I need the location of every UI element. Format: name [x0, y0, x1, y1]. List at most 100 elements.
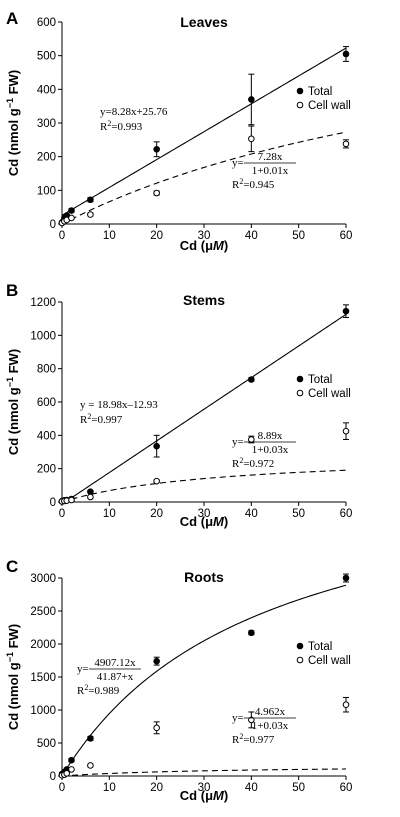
series-cell-wall [58, 422, 350, 505]
equation-total: y=8.28x+25.76 [100, 106, 168, 118]
data-point [342, 140, 350, 148]
y-tick-label: 400 [37, 430, 56, 442]
data-point [248, 96, 255, 103]
legend-marker [296, 87, 304, 95]
data-point [153, 724, 160, 732]
panel-letter: A [6, 9, 18, 28]
data-point [153, 477, 160, 485]
y-tick-label: 300 [37, 118, 56, 130]
r2-cell-wall: R2=0.977 [232, 732, 275, 746]
fit-line [61, 768, 347, 777]
data-point [153, 145, 160, 153]
chart-panel-A: A Leaves 0 100 200 300 400 500 600 0 10 20 30 40 50 60 C… [5, 9, 352, 253]
legend: Total Cell wall [296, 86, 351, 112]
x-tick-label: 50 [292, 230, 305, 242]
data-point [87, 735, 94, 742]
x-tick-label: 10 [103, 782, 116, 794]
r2-cell-wall: R2=0.945 [232, 177, 275, 191]
data-point [87, 196, 94, 204]
y-tick-label: 0 [50, 497, 56, 509]
chart-panel-B: B Stems 0 200 400 600 800 1000 1200 0 10 20 30 40 50 60… [5, 281, 352, 529]
panel-letter: B [6, 281, 18, 300]
fit-line [61, 47, 347, 216]
y-tick-label: 1500 [30, 672, 56, 684]
x-tick-label: 60 [340, 782, 353, 794]
data-point [342, 307, 350, 315]
x-tick-label: 10 [103, 230, 116, 242]
x-tick-label: 50 [292, 782, 305, 794]
equation-denominator: 1+0.03x [252, 444, 289, 456]
fit-line [61, 584, 347, 777]
y-tick-label: 1000 [30, 330, 56, 342]
x-tick-label: 20 [150, 230, 163, 242]
legend-entry: Cell wall [308, 655, 351, 667]
equation-denominator: 1+0.03x [252, 720, 289, 732]
y-tick-label: 0 [50, 771, 56, 783]
data-point [153, 442, 160, 450]
equation-numerator: 7.28x [258, 151, 283, 163]
y-tick-label: 100 [37, 185, 56, 197]
data-point [63, 770, 71, 777]
series-total [58, 46, 350, 226]
y-tick-label: 1000 [30, 705, 56, 717]
data-point [248, 436, 255, 443]
x-tick-label: 0 [59, 782, 65, 794]
legend: Total Cell wall [296, 374, 351, 400]
legend-marker [296, 389, 304, 397]
legend-entry: Total [308, 641, 332, 653]
legend-marker [296, 656, 304, 664]
equation-cell-wall: y= [232, 436, 244, 448]
r2-cell-wall: R2=0.972 [232, 456, 274, 470]
legend-marker [296, 642, 304, 650]
data-point [87, 211, 94, 218]
r2-total: R2=0.993 [100, 119, 143, 133]
y-tick-label: 200 [37, 152, 56, 164]
legend-entry: Cell wall [308, 100, 351, 112]
data-point [248, 135, 255, 143]
x-tick-label: 0 [59, 230, 65, 242]
equation-cell-wall: y= [232, 157, 244, 169]
chart-title: Roots [184, 569, 224, 585]
x-tick-label: 40 [245, 508, 258, 520]
x-axis-label: Cd (μM) [180, 788, 228, 803]
y-tick-label: 2500 [30, 606, 56, 618]
x-axis-label: Cd (μM) [180, 238, 228, 253]
fit-line [62, 313, 347, 503]
chart-title: Stems [183, 292, 225, 308]
equation-numerator: 4.962x [255, 706, 286, 718]
x-tick-label: 30 [198, 782, 211, 794]
y-tick-label: 2000 [30, 639, 56, 651]
x-tick-label: 60 [340, 230, 353, 242]
chart-panel-C: C Roots 0 500 1000 1500 2000 2500 3000 0 10 20 30 40 5… [5, 557, 352, 803]
legend-entry: Total [308, 374, 332, 386]
data-point [342, 427, 350, 435]
data-point [68, 496, 75, 504]
legend-marker [296, 375, 304, 383]
x-tick-label: 50 [292, 508, 305, 520]
equation-total: y= [77, 663, 89, 675]
x-tick-label: 30 [198, 230, 211, 242]
legend-marker [296, 101, 304, 109]
data-point [68, 207, 75, 214]
y-tick-label: 400 [37, 84, 56, 96]
x-tick-label: 20 [150, 782, 163, 794]
x-tick-label: 20 [150, 508, 163, 520]
equation-cell-wall: y= [232, 712, 244, 724]
y-tick-label: 200 [37, 464, 56, 476]
x-axis-label: Cd (μM) [180, 514, 228, 529]
x-tick-label: 60 [340, 508, 353, 520]
y-tick-label: 0 [50, 219, 56, 231]
data-point [153, 657, 160, 665]
x-tick-label: 40 [245, 782, 258, 794]
x-tick-label: 10 [103, 508, 116, 520]
legend-entry: Total [308, 86, 332, 98]
equation-numerator: 4907.12x [94, 657, 136, 669]
x-tick-label: 40 [245, 230, 258, 242]
data-point [87, 493, 94, 501]
data-point [153, 189, 160, 197]
series-cell-wall [58, 125, 350, 227]
y-tick-label: 600 [37, 397, 56, 409]
series-cell-wall [58, 696, 350, 779]
y-tick-label: 1200 [30, 297, 56, 309]
